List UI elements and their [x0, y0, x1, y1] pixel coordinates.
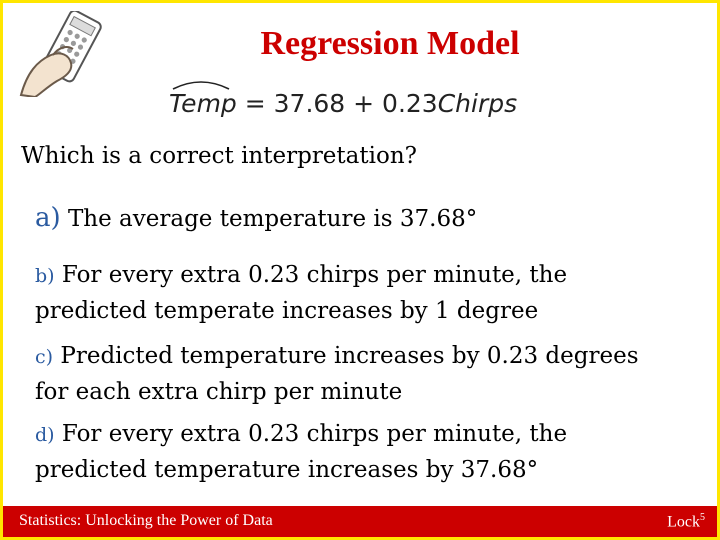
option-letter: b): [35, 265, 55, 287]
author-name: Lock: [667, 513, 700, 531]
book-title: Statistics: Unlocking the Power of Data: [19, 512, 273, 529]
author-credit: Lock5: [667, 512, 705, 531]
option-text: For every extra 0.23 chirps per minute, …: [35, 421, 568, 483]
page-title: Regression Model: [260, 25, 520, 62]
equation-coefficients: = 37.68 + 0.23: [236, 89, 438, 118]
clicker-remote-icon: [19, 11, 102, 97]
option-text: The average temperature is 37.68°: [60, 206, 478, 232]
equation-response: Temp: [169, 89, 237, 118]
regression-equation: Temp = 37.68 + 0.23Chirps: [169, 81, 518, 118]
answer-option-d: d) For every extra 0.23 chirps per minut…: [35, 417, 675, 488]
answer-option-a: a) The average temperature is 37.68°: [35, 201, 675, 237]
answer-option-c: c) Predicted temperature increases by 0.…: [35, 339, 675, 410]
hat-icon: [172, 81, 230, 90]
footer-bar: Statistics: Unlocking the Power of Data …: [3, 506, 717, 537]
option-text: Predicted temperature increases by 0.23 …: [35, 343, 639, 405]
option-letter: c): [35, 346, 54, 368]
option-letter: a): [35, 203, 61, 233]
question-text: Which is a correct interpretation?: [21, 143, 417, 169]
author-superscript: 5: [700, 512, 705, 523]
option-text: For every extra 0.23 chirps per minute, …: [35, 262, 568, 324]
answer-option-b: b) For every extra 0.23 chirps per minut…: [35, 258, 675, 329]
equation-lhs: Temp: [169, 81, 237, 118]
equation-predictor: Chirps: [437, 89, 518, 118]
option-letter: d): [35, 424, 55, 446]
